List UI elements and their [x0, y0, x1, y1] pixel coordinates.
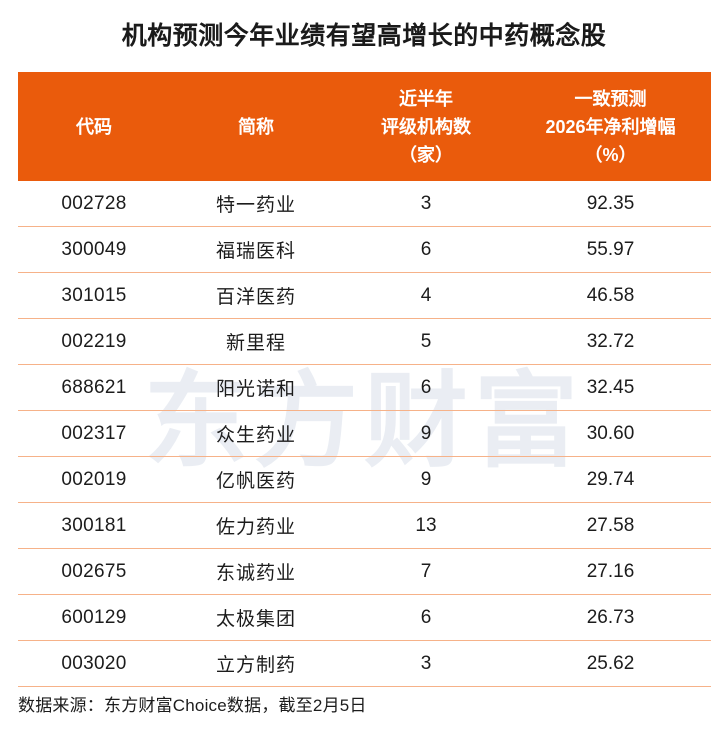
column-header-rating-count-line-2: 评级机构数	[381, 116, 471, 137]
forecast-profit-growth: 25.62	[510, 640, 711, 687]
stock-name: 立方制药	[170, 640, 342, 687]
rating-institution-count: 6	[342, 226, 510, 273]
rating-institution-count: 4	[342, 272, 510, 319]
table-row: 300181 佐力药业 13 27.58	[18, 502, 711, 549]
table-row: 600129 太极集团 6 26.73	[18, 594, 711, 641]
rating-institution-count: 6	[342, 594, 510, 641]
page-title: 机构预测今年业绩有望高增长的中药概念股	[121, 22, 607, 50]
forecast-profit-growth: 30.60	[510, 410, 711, 457]
table-header: 代码 简称 近半年 评级机构数 （家） 一致预测 2026年净利增幅 （%）	[18, 72, 711, 181]
column-header-code-line-1: 代码	[76, 116, 112, 137]
stock-code: 002219	[18, 318, 170, 365]
column-header-rating-count-line-3: （家）	[399, 144, 453, 165]
stock-forecast-table: 代码 简称 近半年 评级机构数 （家） 一致预测 2026年净利增幅 （%） 0…	[18, 72, 711, 687]
forecast-profit-growth: 32.72	[510, 318, 711, 365]
table-row: 002728 特一药业 3 92.35	[18, 181, 711, 227]
stock-code: 300181	[18, 502, 170, 549]
column-header-profit-growth-line-1: 一致预测	[574, 88, 647, 109]
stock-code: 688621	[18, 364, 170, 411]
table-row: 002219 新里程 5 32.72	[18, 318, 711, 365]
rating-institution-count: 13	[342, 502, 510, 549]
column-header-name: 简称	[170, 72, 342, 181]
rating-institution-count: 3	[342, 640, 510, 687]
table-row: 002317 众生药业 9 30.60	[18, 410, 711, 457]
stock-name: 福瑞医科	[170, 226, 342, 273]
stock-code: 301015	[18, 272, 170, 319]
table-row: 688621 阳光诺和 6 32.45	[18, 364, 711, 411]
forecast-profit-growth: 32.45	[510, 364, 711, 411]
column-header-name-line-1: 简称	[238, 116, 274, 137]
forecast-profit-growth: 46.58	[510, 272, 711, 319]
rating-institution-count: 9	[342, 410, 510, 457]
rating-institution-count: 7	[342, 548, 510, 595]
table-row: 003020 立方制药 3 25.62	[18, 640, 711, 687]
stock-name: 特一药业	[170, 181, 342, 227]
source-note: 数据来源：东方财富Choice数据，截至2月5日	[18, 696, 367, 715]
rating-institution-count: 5	[342, 318, 510, 365]
column-header-rating-count: 近半年 评级机构数 （家）	[342, 72, 510, 181]
column-header-profit-growth: 一致预测 2026年净利增幅 （%）	[510, 72, 711, 181]
forecast-profit-growth: 55.97	[510, 226, 711, 273]
column-header-profit-growth-line-3: （%）	[584, 144, 637, 165]
table-row: 301015 百洋医药 4 46.58	[18, 272, 711, 319]
stock-code: 300049	[18, 226, 170, 273]
table-header-row: 代码 简称 近半年 评级机构数 （家） 一致预测 2026年净利增幅 （%）	[18, 72, 711, 181]
rating-institution-count: 6	[342, 364, 510, 411]
forecast-profit-growth: 29.74	[510, 456, 711, 503]
stock-code: 002019	[18, 456, 170, 503]
stock-name: 亿帆医药	[170, 456, 342, 503]
table-body: 002728 特一药业 3 92.35 300049 福瑞医科 6 55.97 301015 百洋…	[18, 181, 711, 687]
stock-code: 002317	[18, 410, 170, 457]
stock-code: 003020	[18, 640, 170, 687]
forecast-profit-growth: 27.58	[510, 502, 711, 549]
stock-name: 新里程	[170, 318, 342, 365]
stock-name: 佐力药业	[170, 502, 342, 549]
forecast-profit-growth: 26.73	[510, 594, 711, 641]
table-row: 300049 福瑞医科 6 55.97	[18, 226, 711, 273]
rating-institution-count: 9	[342, 456, 510, 503]
stock-code: 002675	[18, 548, 170, 595]
table-row: 002019 亿帆医药 9 29.74	[18, 456, 711, 503]
forecast-profit-growth: 92.35	[510, 181, 711, 227]
forecast-profit-growth: 27.16	[510, 548, 711, 595]
rating-institution-count: 3	[342, 181, 510, 227]
stock-code: 600129	[18, 594, 170, 641]
stock-name: 东诚药业	[170, 548, 342, 595]
column-header-profit-growth-line-2: 2026年净利增幅	[545, 116, 676, 137]
stock-name: 太极集团	[170, 594, 342, 641]
stock-code: 002728	[18, 181, 170, 227]
table-row: 002675 东诚药业 7 27.16	[18, 548, 711, 595]
stock-name: 众生药业	[170, 410, 342, 457]
column-header-code: 代码	[18, 72, 170, 181]
column-header-rating-count-line-1: 近半年	[399, 88, 453, 109]
stock-name: 阳光诺和	[170, 364, 342, 411]
stock-name: 百洋医药	[170, 272, 342, 319]
